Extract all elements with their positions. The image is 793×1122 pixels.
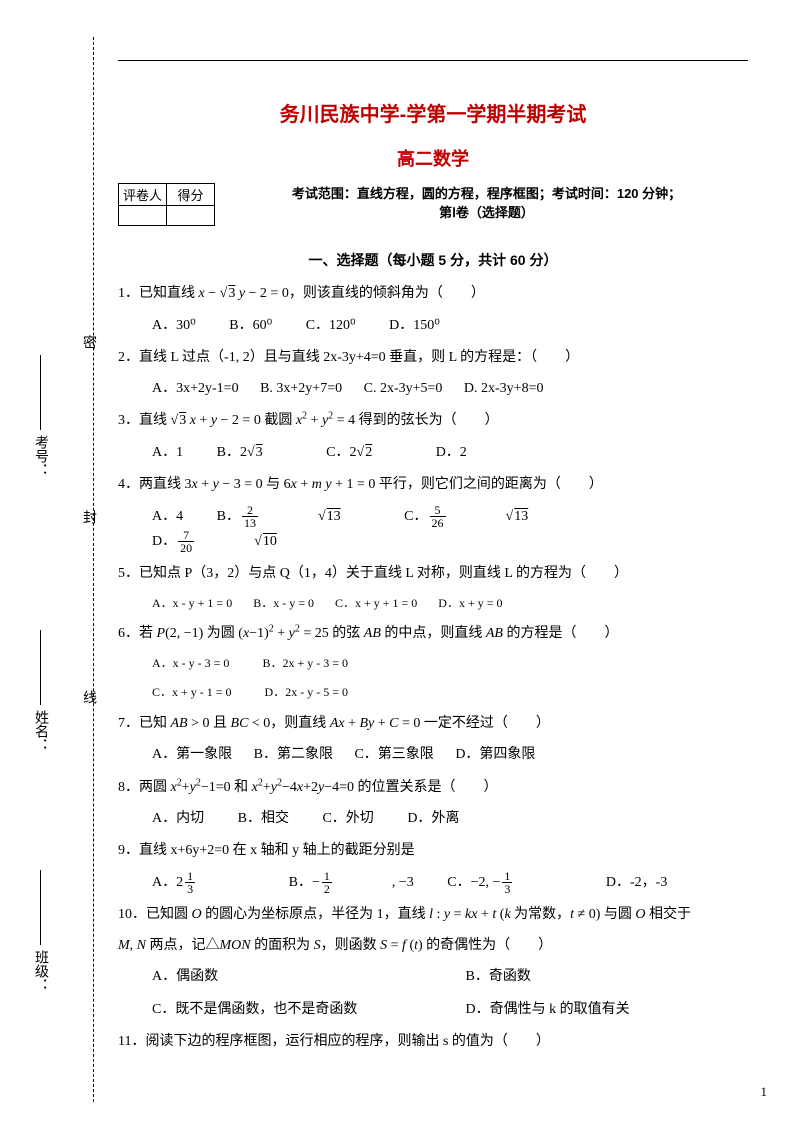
q3-B: B．2√3	[217, 440, 293, 465]
score-cell-grader[interactable]	[119, 206, 167, 226]
seal-dashed-line	[93, 37, 94, 1102]
label-examno: 考号：	[30, 435, 50, 477]
q9-A: A．213	[152, 870, 255, 895]
q10-options-row1: A．偶函数 B．奇函数	[152, 964, 748, 989]
line-name	[40, 630, 41, 705]
q9-stem: 9．直线 x+6y+2=0 在 x 轴和 y 轴上的截距分别是	[118, 839, 748, 864]
q9-options: A．213 B．−12, −3 C．−2, −13 D．-2，-3	[152, 870, 748, 895]
q9-D: D．-2，-3	[606, 870, 667, 895]
q4-D: D．720√10	[152, 529, 307, 554]
q3-C: C．2√2	[326, 440, 402, 465]
q5-B: B．x - y = 0	[253, 593, 314, 615]
q10-A: A．偶函数	[152, 964, 432, 989]
q3-stem: 3．直线 √3 x + y − 2 = 0 截圆 x2 + y2 = 4 得到的…	[118, 409, 748, 434]
q6-B: B．2x + y - 3 = 0	[262, 653, 348, 675]
q2-A: A．3x+2y-1=0	[152, 376, 239, 401]
q10-D: D．奇偶性与 k 的取值有关	[466, 997, 630, 1022]
q7-B: B．第二象限	[254, 742, 333, 767]
q10-B: B．奇函数	[466, 964, 531, 989]
header-row: 评卷人 得分 考试范围：直线方程，圆的方程，程序框图；考试时间：120 分钟； …	[118, 183, 748, 226]
q4-C: C．526√13	[404, 504, 558, 529]
q8-stem: 8．两圆 x2+y2−1=0 和 x2+y2−4x+2y−4=0 的位置关系是（…	[118, 776, 748, 801]
q5-stem: 5．已知点 P（3，2）与点 Q（1，4）关于直线 L 对称，则直线 L 的方程…	[118, 562, 748, 587]
seal-mark-feng: 封	[78, 510, 98, 524]
q7-D: D．第四象限	[455, 742, 535, 767]
seal-mark-xian: 线	[78, 690, 98, 704]
score-cell-score[interactable]	[167, 206, 215, 226]
page-number: 1	[761, 1084, 768, 1100]
q10-stem1: 10．已知圆 O 的圆心为坐标原点，半径为 1，直线 l : y = kx + …	[118, 903, 748, 928]
q3-A: A．1	[152, 440, 183, 465]
q5-A: A．x - y + 1 = 0	[152, 593, 232, 615]
q9-B: B．−12, −3	[289, 870, 414, 895]
label-class: 班级：	[30, 950, 50, 992]
q8-C: C．外切	[322, 806, 373, 831]
q4-B: B．213√13	[217, 504, 371, 529]
score-table: 评卷人 得分	[118, 183, 215, 226]
q1-A: A．30⁰	[152, 313, 196, 338]
score-col-score: 得分	[167, 184, 215, 206]
q11-stem: 11．阅读下边的程序框图，运行相应的程序，则输出 s 的值为（ ）	[118, 1030, 748, 1055]
q1-C: C．120⁰	[306, 313, 356, 338]
q7-C: C．第三象限	[354, 742, 433, 767]
q8-A: A．内切	[152, 806, 204, 831]
q2-options: A．3x+2y-1=0 B. 3x+2y+7=0 C. 2x-3y+5=0 D.…	[152, 376, 748, 401]
binding-margin: 班级： 姓名： 考号： 密 封 线	[0, 0, 100, 1122]
q6-options-row2: C．x + y - 1 = 0 D．2x - y - 5 = 0	[152, 682, 748, 704]
q2-D: D. 2x-3y+8=0	[464, 376, 544, 401]
q4-stem: 4．两直线 3x + y − 3 = 0 与 6x + m y + 1 = 0 …	[118, 473, 748, 498]
q8-options: A．内切 B．相交 C．外切 D．外离	[152, 806, 748, 831]
q1-stem: 1．已知直线 x − √3 y − 2 = 0，则该直线的倾斜角为（ ）	[118, 282, 748, 307]
q6-D: D．2x - y - 5 = 0	[265, 682, 348, 704]
q2-C: C. 2x-3y+5=0	[364, 376, 443, 401]
line-examno	[40, 355, 41, 430]
q4-A: A．4	[152, 504, 183, 529]
q5-C: C．x + y + 1 = 0	[335, 593, 417, 615]
seal-mark-mi: 密	[78, 335, 98, 349]
q5-D: D．x + y = 0	[438, 593, 502, 615]
q3-D: D．2	[436, 440, 467, 465]
section-title: 一、选择题（每小题 5 分，共计 60 分）	[118, 250, 748, 270]
q1-B: B．60⁰	[229, 313, 272, 338]
exam-subject: 高二数学	[118, 145, 748, 171]
q7-options: A．第一象限 B．第二象限 C．第三象限 D．第四象限	[152, 742, 748, 767]
q10-stem2: M, N 两点，记△MON 的面积为 S，则函数 S = f (t) 的奇偶性为…	[118, 934, 748, 959]
q5-options: A．x - y + 1 = 0 B．x - y = 0 C．x + y + 1 …	[152, 593, 748, 615]
score-col-grader: 评卷人	[119, 184, 167, 206]
label-name: 姓名：	[30, 710, 50, 752]
q2-B: B. 3x+2y+7=0	[260, 376, 342, 401]
page-content: 务川民族中学-学第一学期半期考试 高二数学 评卷人 得分 考试范围：直线方程，圆…	[118, 60, 748, 1061]
q4-options: A．4 B．213√13 C．526√13 D．720√10	[152, 504, 748, 555]
q6-C: C．x + y - 1 = 0	[152, 682, 232, 704]
q8-B: B．相交	[238, 806, 289, 831]
q7-A: A．第一象限	[152, 742, 232, 767]
q8-D: D．外离	[407, 806, 459, 831]
q1-D: D．150⁰	[389, 313, 440, 338]
q10-options-row2: C．既不是偶函数，也不是奇函数 D．奇偶性与 k 的取值有关	[152, 997, 748, 1022]
q6-options-row1: A．x - y - 3 = 0 B．2x + y - 3 = 0	[152, 653, 748, 675]
exam-title: 务川民族中学-学第一学期半期考试	[118, 98, 748, 127]
q1-options: A．30⁰ B．60⁰ C．120⁰ D．150⁰	[152, 313, 748, 338]
q6-A: A．x - y - 3 = 0	[152, 653, 229, 675]
q10-C: C．既不是偶函数，也不是奇函数	[152, 997, 432, 1022]
q7-stem: 7．已知 AB > 0 且 BC < 0，则直线 Ax + By + C = 0…	[118, 712, 748, 737]
q2-stem: 2．直线 L 过点（-1, 2）且与直线 2x-3y+4=0 垂直，则 L 的方…	[118, 346, 748, 371]
q6-stem: 6．若 P(2, −1) 为圆 (x−1)2 + y2 = 25 的弦 AB 的…	[118, 622, 748, 647]
line-class	[40, 870, 41, 945]
q9-C: C．−2, −13	[447, 870, 572, 895]
q3-options: A．1 B．2√3 C．2√2 D．2	[152, 440, 748, 465]
